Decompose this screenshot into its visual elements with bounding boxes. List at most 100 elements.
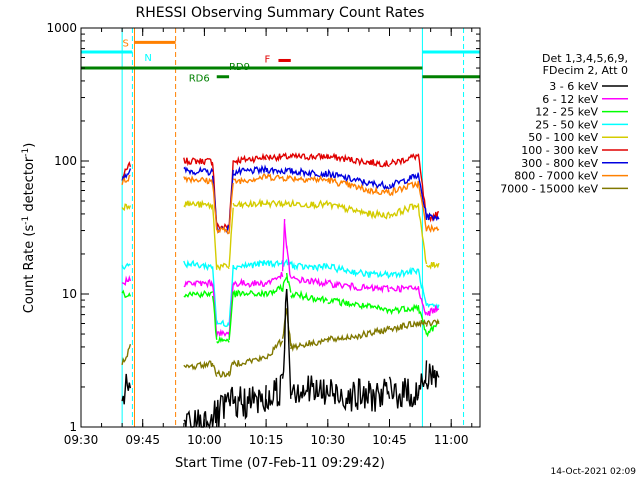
series-7-segment-2 [183, 360, 214, 371]
series-4-segment-9 [294, 262, 329, 272]
series-0-segment-4 [216, 222, 230, 231]
series-6-segment-14 [417, 305, 428, 335]
series-5-segment-6 [232, 277, 267, 288]
series-5-segment-8 [281, 218, 286, 272]
legend: Det 1,3,4,5,6,9,FDecim 2, Att 0 3 - 6 keV… [500, 52, 628, 195]
legend-label-3: 25 - 50 keV [535, 118, 598, 131]
y-tick-label: 1 [69, 420, 77, 434]
chart-title: RHESSI Observing Summary Count Rates [136, 5, 425, 21]
series-2-segment-5 [228, 182, 234, 234]
series-5-segment-11 [290, 275, 329, 288]
series-5-segment-4 [216, 328, 230, 337]
x-tick-label: 09:45 [125, 433, 160, 447]
series-8-segment-8 [286, 289, 292, 399]
x-tick-label: 10:15 [249, 433, 284, 447]
series-2-segment-11 [417, 181, 428, 232]
series-7-segment-12 [368, 325, 391, 337]
series-0-segment-7 [265, 151, 329, 163]
series-0-segment-8 [327, 152, 370, 167]
y-axis-label: Count Rate (s-1 detector-1) [21, 143, 37, 314]
series-3-segment-8 [327, 201, 370, 217]
series-3-segment-11 [417, 203, 428, 265]
x-tick-label: 09:30 [64, 433, 99, 447]
series-3-segment-4 [216, 262, 230, 272]
series-4-segment-14 [426, 303, 440, 311]
series-5-segment-14 [389, 284, 419, 293]
series-1-segment-9 [368, 179, 390, 191]
series-8-segment-11 [368, 378, 391, 412]
series-2-segment-0 [121, 174, 131, 185]
series-7-segment-6 [232, 354, 267, 368]
series-2-segment-3 [211, 183, 218, 230]
series-2-segment-7 [265, 173, 329, 184]
series-1-segment-8 [327, 168, 370, 187]
series-0-segment-2 [183, 157, 214, 167]
series-7-segment-7 [265, 338, 284, 360]
series-3-segment-5 [228, 207, 234, 267]
series-8 [121, 288, 440, 430]
series-2-segment-9 [368, 185, 391, 196]
series-7-segment-5 [228, 361, 234, 377]
series-6-segment-12 [368, 303, 390, 315]
series-7-segment-13 [389, 320, 419, 334]
legend-label-0: 3 - 6 keV [549, 80, 598, 93]
series-2-segment-10 [389, 180, 419, 197]
x-axis-label: Start Time (07-Feb-11 09:29:42) [175, 456, 385, 471]
series-8-segment-4 [228, 386, 234, 407]
series-8-segment-14 [425, 363, 440, 390]
legend-label-8: 7000 - 15000 keV [500, 182, 598, 195]
series-6-segment-10 [290, 289, 328, 304]
legend-label-2: 12 - 25 keV [535, 106, 598, 119]
series-4-segment-6 [232, 259, 267, 271]
series-7-segment-0 [121, 344, 132, 366]
series-3-segment-3 [211, 205, 218, 270]
series-1-segment-6 [232, 164, 267, 177]
series-2-segment-6 [232, 172, 267, 185]
series-6-segment-6 [232, 288, 267, 299]
legend-header-0: Det 1,3,4,5,6,9, [542, 52, 628, 65]
series-5-segment-13 [368, 283, 390, 294]
series-2-segment-12 [425, 223, 440, 233]
series-5-segment-15 [417, 286, 428, 316]
series-4 [121, 258, 440, 328]
series-1-segment-2 [183, 166, 214, 176]
x-tick-label: 10:00 [187, 433, 222, 447]
legend-label-1: 6 - 12 keV [542, 93, 598, 106]
series-6-segment-0 [121, 289, 132, 299]
series-4-segment-13 [417, 268, 428, 307]
series-8-segment-10 [327, 378, 370, 412]
series-1-segment-0 [121, 168, 132, 181]
x-tick-label: 11:00 [434, 433, 469, 447]
flag-label-RD6: RD6 [189, 74, 210, 85]
series-2-segment-8 [327, 177, 370, 195]
flag-label-RD9: RD9 [229, 62, 250, 73]
series-6-segment-11 [327, 297, 370, 311]
series-0-segment-0 [121, 160, 132, 179]
series-8-segment-7 [281, 288, 288, 379]
series-6-segment-5 [228, 291, 234, 341]
axes: 09:30 09:45 10:00 10:15 10:30 10:45 11:00 1 10 10… [46, 21, 480, 447]
series-3-segment-10 [388, 203, 419, 219]
series-3-segment-7 [265, 198, 329, 210]
series-0-segment-10 [388, 152, 419, 166]
series-1-segment-11 [417, 173, 428, 220]
series-3-segment-2 [183, 199, 214, 211]
series-3-segment-0 [121, 203, 132, 212]
series-6-segment-13 [388, 303, 419, 316]
series-3-segment-6 [232, 198, 267, 210]
series-1-segment-10 [388, 172, 419, 189]
series-5-segment-9 [283, 223, 288, 249]
flag-label-S: S [122, 38, 128, 49]
series-6-segment-4 [216, 335, 230, 344]
series-6 [121, 272, 440, 344]
series-0-segment-11 [417, 153, 428, 217]
series-8-segment-0 [121, 373, 132, 405]
plot-content: S N RD9 RD6 F [81, 28, 480, 430]
series-5-segment-0 [121, 274, 132, 286]
legend-label-4: 50 - 100 keV [528, 131, 598, 144]
series-3-segment-12 [425, 261, 440, 270]
series-4-segment-7 [265, 258, 292, 269]
plot-frame [80, 27, 481, 428]
series-7-segment-15 [425, 318, 440, 327]
series-4-segment-3 [211, 266, 218, 325]
